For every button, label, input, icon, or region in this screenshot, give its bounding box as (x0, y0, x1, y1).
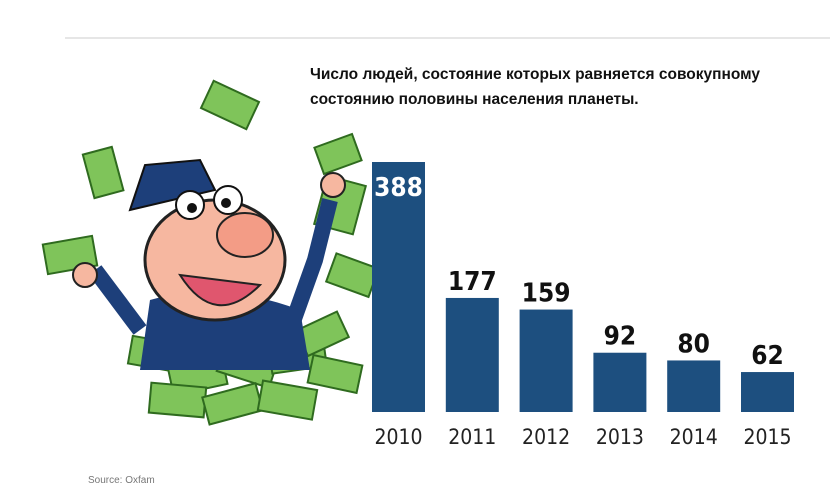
value-label: 92 (604, 322, 637, 352)
bar (593, 352, 647, 412)
value-label: 62 (751, 341, 784, 371)
value-label: 177 (448, 267, 497, 297)
bar (667, 360, 721, 412)
bar (372, 162, 425, 412)
value-label: 159 (522, 279, 571, 309)
x-tick-label: 2012 (522, 425, 570, 449)
x-tick-label: 2015 (743, 425, 791, 449)
x-tick-label: 2010 (374, 425, 422, 449)
bar (445, 297, 499, 412)
x-tick-label: 2011 (448, 425, 496, 449)
x-tick-label: 2014 (670, 425, 718, 449)
value-label: 388 (374, 173, 423, 203)
bar (741, 372, 794, 412)
value-label: 80 (677, 329, 710, 359)
x-tick-label: 2013 (596, 425, 644, 449)
source: Source: Oxfam (88, 475, 155, 486)
bar (519, 309, 573, 412)
chart-title: Число людей, состояние которых равняется… (310, 66, 760, 108)
illustration (41, 79, 381, 426)
